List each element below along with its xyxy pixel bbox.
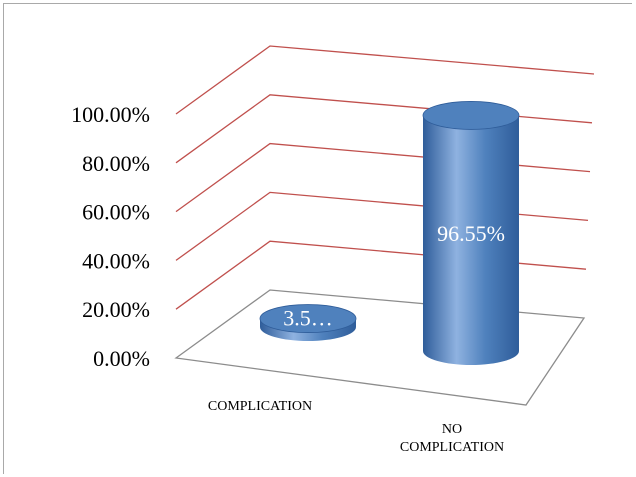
floor-outline <box>174 289 586 406</box>
gridlines <box>175 45 595 310</box>
gridline <box>175 191 589 261</box>
data-label: 3.5… <box>283 306 333 331</box>
data-label: 96.55% <box>437 221 505 246</box>
bar-top <box>422 101 520 130</box>
y-tick-label: 60.00% <box>82 200 150 225</box>
bar: 3.5… <box>259 304 357 341</box>
category-label: COMPLICATION <box>208 399 312 414</box>
y-tick-label: 40.00% <box>82 248 150 273</box>
bars: 3.5… 96.55% <box>259 101 520 365</box>
category-label: NO COMPLICATION <box>400 422 504 455</box>
y-tick-label: 0.00% <box>93 346 150 371</box>
category-labels: COMPLICATION NO COMPLICATION <box>208 399 504 455</box>
chart-floor <box>174 289 586 406</box>
gridline <box>175 240 587 310</box>
bar-top <box>259 304 357 333</box>
y-tick-label: 100.00% <box>71 102 150 127</box>
gridline <box>175 142 591 213</box>
bar: 96.55% <box>422 101 520 365</box>
chart-frame <box>3 3 632 474</box>
y-axis-ticks: 0.00% 20.00% 40.00% 60.00% 80.00% 100.00% <box>71 102 150 371</box>
y-tick-label: 80.00% <box>82 151 150 176</box>
gridline <box>175 94 593 164</box>
bar-body <box>423 115 519 365</box>
gridline <box>175 45 595 115</box>
y-tick-label: 20.00% <box>82 297 150 322</box>
